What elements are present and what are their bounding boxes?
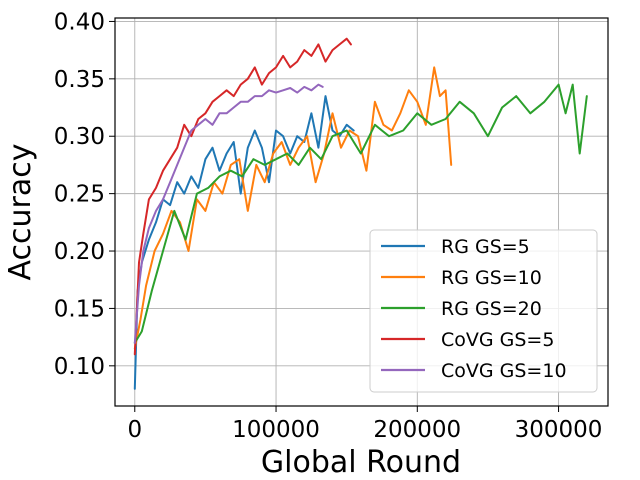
legend-box (369, 229, 598, 393)
series-layer (133, 37, 588, 390)
x-tick-label: 100000 (232, 417, 320, 443)
legend-label-rg-gs-20: RG GS=20 (441, 298, 542, 320)
legend-label-rg-gs-5: RG GS=5 (441, 236, 530, 258)
x-axis-label: Global Round (261, 445, 461, 480)
ticks: 0 100000 200000 300000 0.10 0.15 0.20 0.25 0.30 0… (54, 9, 603, 443)
series-line-rg-gs-20 (133, 83, 588, 344)
y-tick-label: 0.20 (54, 239, 105, 265)
y-axis-label: Accuracy (3, 144, 38, 281)
x-tick-label: 0 (127, 417, 142, 443)
series-line-covg-gs-5 (133, 37, 352, 356)
legend-label-covg-gs-10: CoVG GS=10 (441, 360, 567, 382)
x-tick-label: 200000 (373, 417, 461, 443)
legend: RG GS=5 RG GS=10 RG GS=20 CoVG GS=5 CoVG GS=… (369, 229, 598, 393)
series-line-covg-gs-10 (133, 83, 324, 344)
legend-label-rg-gs-10: RG GS=10 (441, 267, 542, 289)
legend-label-covg-gs-5: CoVG GS=5 (441, 329, 554, 351)
y-tick-label: 0.40 (54, 9, 105, 35)
y-tick-label: 0.10 (54, 354, 105, 380)
series-line-rg-gs-5 (133, 95, 355, 390)
y-tick-label: 0.25 (54, 182, 105, 208)
y-tick-label: 0.15 (54, 296, 105, 322)
y-tick-label: 0.30 (54, 124, 105, 150)
plot-frame (114, 17, 609, 407)
y-tick-label: 0.35 (54, 67, 105, 93)
x-tick-label: 300000 (515, 417, 603, 443)
